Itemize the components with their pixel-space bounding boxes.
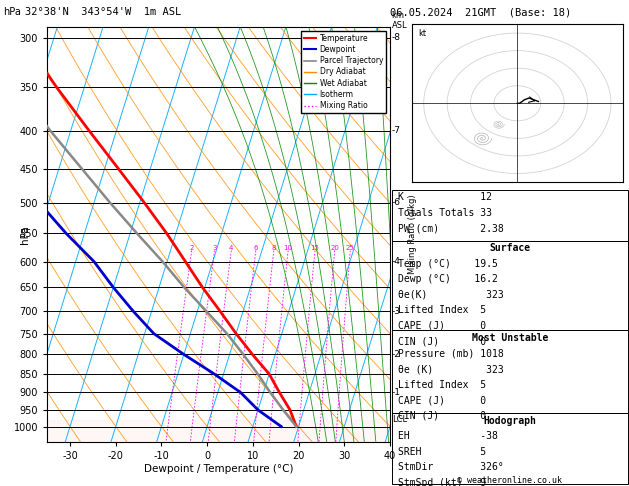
- Text: 8: 8: [272, 244, 276, 251]
- Text: SREH          5: SREH 5: [398, 447, 486, 457]
- Text: Hodograph: Hodograph: [483, 416, 537, 426]
- Text: kt: kt: [418, 29, 426, 38]
- Text: Dewp (°C)    16.2: Dewp (°C) 16.2: [398, 274, 498, 284]
- Text: CAPE (J)      0: CAPE (J) 0: [398, 321, 486, 331]
- Text: © weatheronline.co.uk: © weatheronline.co.uk: [457, 475, 562, 485]
- Text: hPa: hPa: [20, 225, 30, 244]
- Text: -2: -2: [392, 350, 401, 359]
- Text: CIN (J)       0: CIN (J) 0: [398, 411, 486, 421]
- Text: 2: 2: [189, 244, 194, 251]
- Text: K             12: K 12: [398, 192, 492, 202]
- Text: 20: 20: [330, 244, 339, 251]
- Text: Surface: Surface: [489, 243, 530, 253]
- Text: 32°38'N  343°54'W  1m ASL: 32°38'N 343°54'W 1m ASL: [25, 7, 181, 17]
- Text: Most Unstable: Most Unstable: [472, 333, 548, 343]
- Text: -6: -6: [392, 198, 401, 207]
- Text: 25: 25: [346, 244, 355, 251]
- Text: 4: 4: [229, 244, 233, 251]
- Text: Pressure (mb) 1018: Pressure (mb) 1018: [398, 348, 504, 359]
- Text: 10: 10: [284, 244, 292, 251]
- Text: 06.05.2024  21GMT  (Base: 18): 06.05.2024 21GMT (Base: 18): [390, 7, 571, 17]
- Text: -1: -1: [392, 388, 401, 397]
- Text: -7: -7: [392, 126, 401, 135]
- Text: Temp (°C)    19.5: Temp (°C) 19.5: [398, 259, 498, 269]
- Text: -8: -8: [392, 33, 401, 42]
- Text: Mixing Ratio (g/kg): Mixing Ratio (g/kg): [408, 195, 417, 274]
- Text: CAPE (J)      0: CAPE (J) 0: [398, 395, 486, 405]
- Text: 15: 15: [311, 244, 320, 251]
- Text: -4: -4: [392, 257, 401, 266]
- Text: 6: 6: [253, 244, 258, 251]
- Text: Totals Totals 33: Totals Totals 33: [398, 208, 492, 218]
- Text: PW (cm)       2.38: PW (cm) 2.38: [398, 223, 504, 233]
- Text: Lifted Index  5: Lifted Index 5: [398, 305, 486, 315]
- Text: hPa: hPa: [3, 7, 21, 17]
- Text: CIN (J)       0: CIN (J) 0: [398, 336, 486, 347]
- Text: StmSpd (kt)   9: StmSpd (kt) 9: [398, 478, 486, 486]
- Text: θe(K)          323: θe(K) 323: [398, 290, 504, 300]
- Text: km
ASL: km ASL: [392, 11, 408, 30]
- Legend: Temperature, Dewpoint, Parcel Trajectory, Dry Adiabat, Wet Adiabat, Isotherm, Mi: Temperature, Dewpoint, Parcel Trajectory…: [301, 31, 386, 113]
- Text: θe (K)         323: θe (K) 323: [398, 364, 504, 374]
- Text: Lifted Index  5: Lifted Index 5: [398, 380, 486, 390]
- Text: -3: -3: [392, 307, 401, 316]
- Text: 3: 3: [212, 244, 217, 251]
- Text: EH            -38: EH -38: [398, 431, 498, 441]
- X-axis label: Dewpoint / Temperature (°C): Dewpoint / Temperature (°C): [144, 464, 293, 474]
- Text: LCL: LCL: [392, 416, 407, 424]
- Text: StmDir        326°: StmDir 326°: [398, 462, 504, 472]
